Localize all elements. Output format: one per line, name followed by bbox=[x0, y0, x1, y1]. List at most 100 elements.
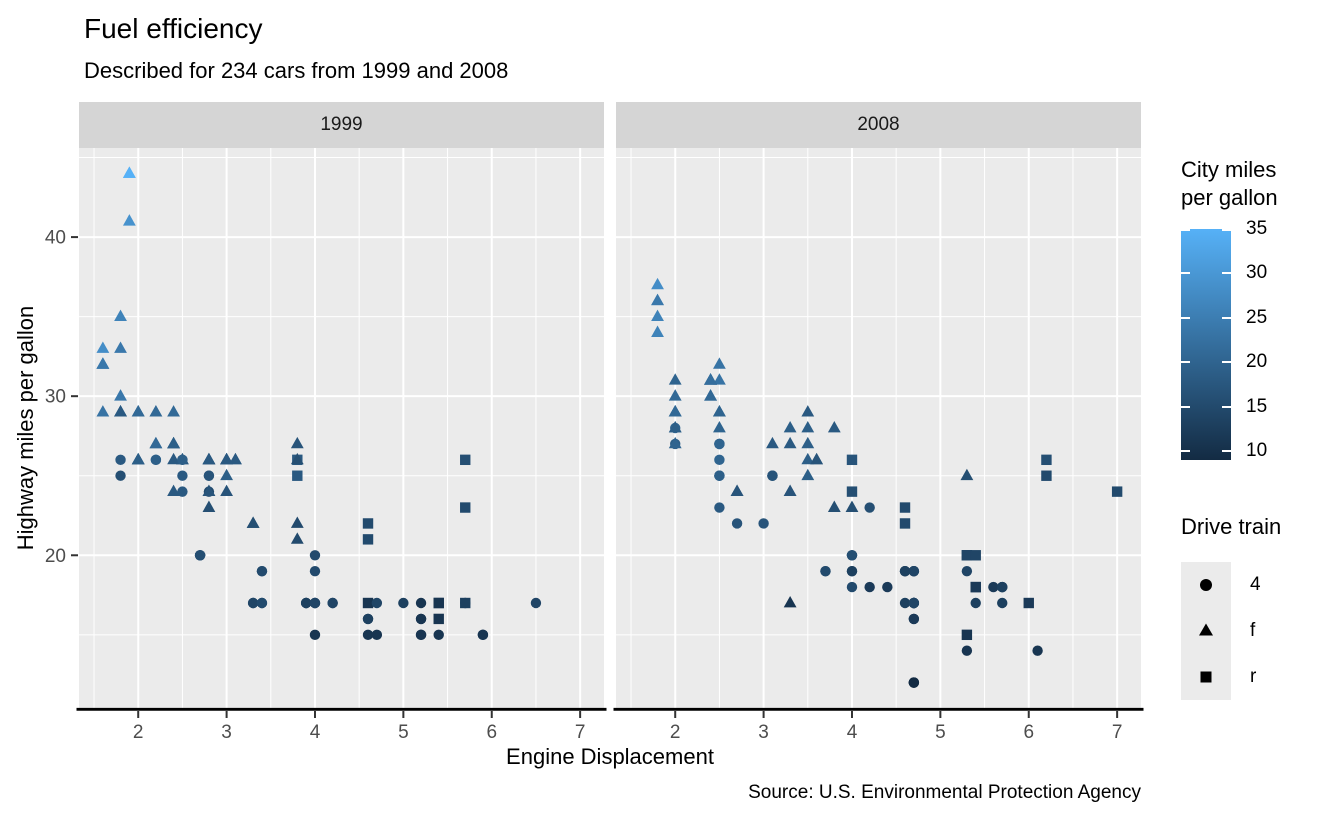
data-point bbox=[846, 550, 858, 561]
data-point bbox=[801, 452, 815, 465]
data-point bbox=[783, 436, 797, 449]
y-tick-label: 40 bbox=[45, 228, 66, 249]
data-point bbox=[899, 565, 911, 577]
data-point bbox=[96, 341, 110, 353]
x-axis-title: Engine Displacement bbox=[506, 744, 714, 769]
color-legend-title-line2: per gallon bbox=[1181, 185, 1278, 210]
color-legend-tick-label: 10 bbox=[1246, 440, 1268, 462]
data-point bbox=[970, 550, 981, 561]
data-point bbox=[131, 405, 145, 417]
shape-legend-item-f: f bbox=[1181, 608, 1344, 654]
source-caption: Source: U.S. Environmental Protection Ag… bbox=[748, 782, 1141, 803]
data-point bbox=[713, 357, 726, 369]
data-point bbox=[150, 454, 162, 466]
data-point bbox=[247, 597, 259, 609]
legend-key-box bbox=[1181, 562, 1231, 608]
shape-legend-label: r bbox=[1250, 666, 1257, 687]
data-point bbox=[908, 677, 920, 688]
data-point bbox=[1041, 454, 1052, 466]
data-point bbox=[309, 629, 321, 641]
chart-title: Fuel efficiency bbox=[84, 13, 263, 44]
facet-strip-1999: 1999 bbox=[79, 102, 604, 148]
data-point bbox=[115, 470, 126, 481]
data-point bbox=[820, 565, 831, 577]
data-point bbox=[530, 597, 542, 609]
data-point bbox=[177, 470, 188, 481]
data-point bbox=[704, 373, 717, 385]
data-point bbox=[730, 484, 744, 497]
color-gradient-bar bbox=[1181, 229, 1231, 460]
data-point bbox=[846, 454, 858, 466]
data-point bbox=[1041, 470, 1052, 481]
x-tick-label: 5 bbox=[935, 722, 946, 743]
y-tick-label: 20 bbox=[45, 546, 66, 567]
data-point bbox=[783, 484, 797, 497]
panel-background bbox=[616, 148, 1141, 708]
data-point bbox=[309, 550, 321, 561]
data-point bbox=[194, 550, 206, 561]
data-point bbox=[827, 500, 841, 512]
data-point bbox=[96, 405, 110, 417]
data-point bbox=[362, 629, 374, 641]
data-point bbox=[651, 293, 664, 306]
data-point bbox=[908, 613, 920, 625]
shape-legend-item-r: r bbox=[1181, 654, 1344, 700]
data-point bbox=[767, 470, 778, 481]
data-point bbox=[477, 629, 489, 641]
data-point bbox=[801, 468, 815, 481]
x-tick-label: 6 bbox=[1023, 722, 1034, 743]
data-point bbox=[114, 405, 127, 417]
triangle-glyph bbox=[1199, 623, 1213, 636]
shape-legend: 4 f r bbox=[1181, 562, 1344, 700]
circle-glyph bbox=[1200, 579, 1212, 591]
circle-glyph-icon bbox=[1200, 579, 1212, 591]
data-point bbox=[908, 565, 920, 577]
x-tick-label: 7 bbox=[1112, 722, 1123, 743]
data-point bbox=[177, 486, 188, 497]
data-point bbox=[651, 309, 664, 322]
colorbar-tick-mark bbox=[1181, 272, 1190, 275]
color-legend-tick-label: 25 bbox=[1246, 306, 1268, 328]
data-point bbox=[220, 452, 234, 465]
shape-legend-item-4: 4 bbox=[1181, 562, 1344, 608]
data-point bbox=[714, 502, 725, 513]
data-point bbox=[292, 470, 303, 481]
data-point bbox=[801, 436, 815, 449]
data-point bbox=[704, 389, 717, 401]
data-point bbox=[899, 518, 911, 529]
data-point bbox=[758, 518, 769, 529]
y-axis-title: Highway miles per gallon bbox=[13, 305, 38, 551]
data-point bbox=[882, 581, 893, 593]
data-point bbox=[362, 518, 374, 529]
data-point bbox=[827, 421, 841, 433]
data-point bbox=[327, 597, 338, 609]
x-tick-label: 6 bbox=[486, 722, 497, 743]
data-point bbox=[997, 597, 1008, 609]
data-point bbox=[846, 581, 858, 593]
data-point bbox=[460, 502, 471, 513]
data-point bbox=[668, 436, 682, 449]
legend-key-box bbox=[1181, 608, 1231, 654]
data-point bbox=[713, 405, 726, 417]
data-point bbox=[290, 436, 304, 449]
panel-background bbox=[79, 148, 604, 708]
data-point bbox=[131, 452, 145, 465]
data-point bbox=[220, 468, 234, 481]
data-point bbox=[433, 597, 444, 609]
data-point bbox=[960, 468, 974, 481]
y-tick-label: 30 bbox=[45, 387, 66, 408]
data-point bbox=[256, 597, 268, 609]
data-point bbox=[864, 581, 875, 593]
data-point bbox=[846, 486, 858, 497]
data-point bbox=[362, 597, 374, 609]
data-point bbox=[371, 629, 383, 641]
x-tick-label: 3 bbox=[758, 722, 769, 743]
data-point bbox=[122, 214, 136, 226]
data-point bbox=[202, 500, 216, 512]
data-point bbox=[864, 502, 875, 513]
data-point bbox=[256, 565, 268, 577]
data-point bbox=[1023, 597, 1034, 609]
data-point bbox=[801, 421, 815, 433]
data-point bbox=[203, 470, 215, 481]
